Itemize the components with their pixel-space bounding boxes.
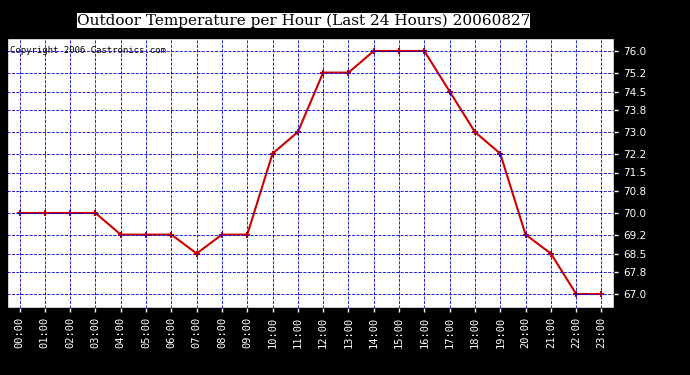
Text: Outdoor Temperature per Hour (Last 24 Hours) 20060827: Outdoor Temperature per Hour (Last 24 Ho… — [77, 13, 531, 27]
Text: Copyright 2006 Castronics.com: Copyright 2006 Castronics.com — [10, 46, 166, 55]
Text: Outdoor Temperature per Hour (Last 24 Hours) 20060827: Outdoor Temperature per Hour (Last 24 Ho… — [118, 12, 572, 26]
